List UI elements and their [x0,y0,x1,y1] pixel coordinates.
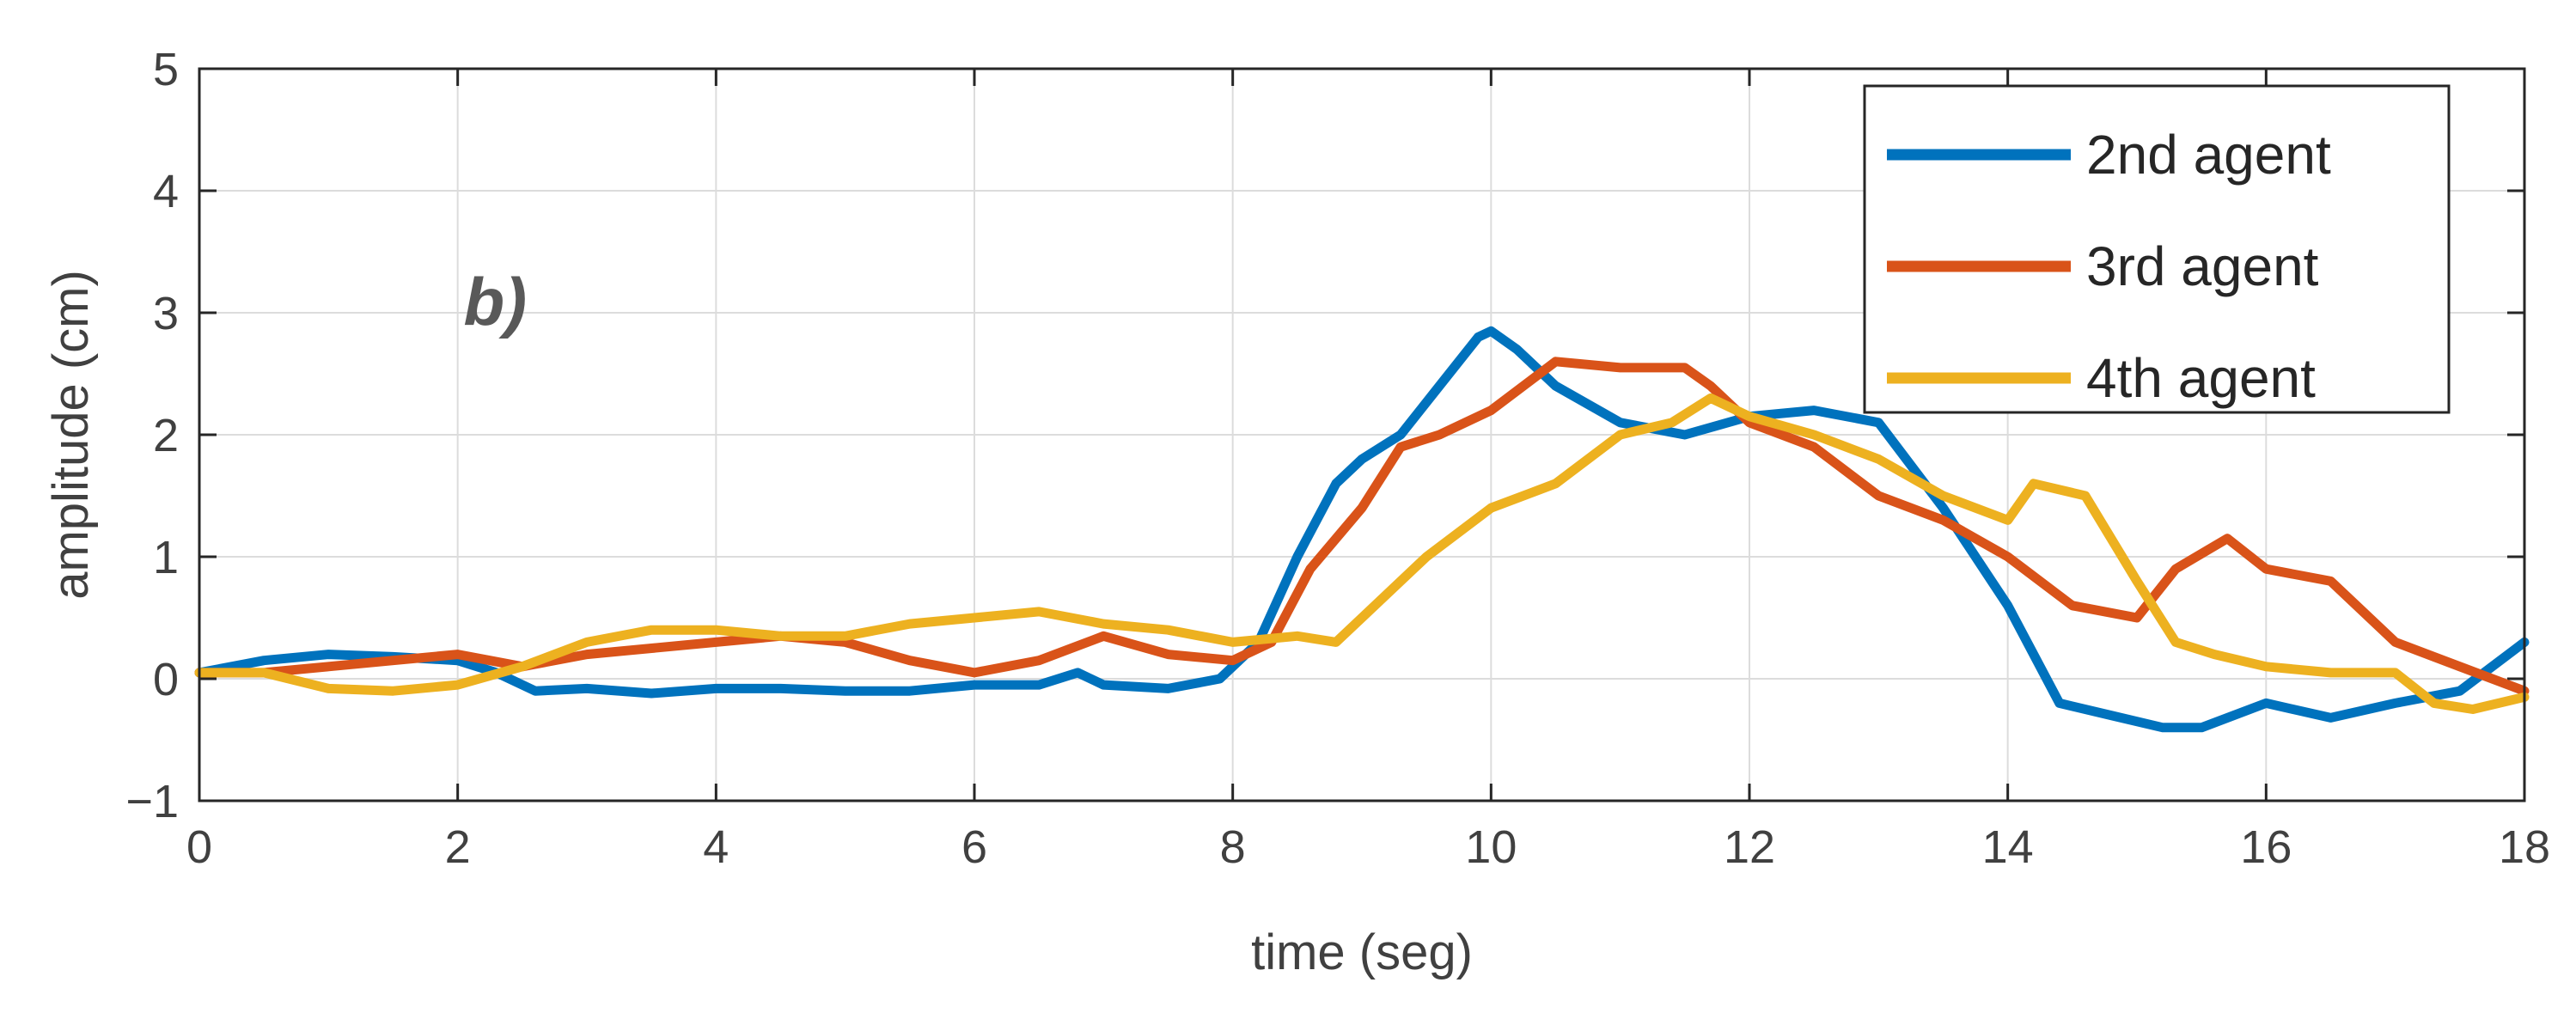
y-tick-label: 5 [153,44,179,95]
x-tick-label: 6 [961,821,987,873]
series-group [194,326,2530,733]
y-tick-label: 1 [153,532,179,583]
y-tick-label: 3 [153,288,179,339]
x-tick-label: 16 [2240,821,2292,873]
legend-label: 3rd agent [2086,235,2319,297]
x-tick-label: 8 [1220,821,1246,873]
x-tick-label: 4 [703,821,729,873]
legend-label: 2nd agent [2086,124,2331,186]
x-tick-label: 0 [186,821,212,873]
y-tick-label: 4 [153,166,179,217]
series-line-4 [194,393,2530,714]
x-tick-label: 2 [445,821,471,873]
y-tick-label: 0 [153,654,179,705]
panel-annotation: b) [464,264,528,339]
legend: 2nd agent 3rd agent 4th agent [1863,84,2451,414]
y-tick-label: −1 [125,776,179,827]
x-tick-label: 14 [1982,821,2034,873]
legend-label: 4th agent [2086,347,2316,409]
x-tick-label: 10 [1465,821,1517,873]
series-line-2 [194,326,2530,733]
y-axis-label: amplitude (cm) [43,270,99,600]
x-tick-label: 18 [2499,821,2550,873]
plot-frame [198,67,2526,802]
x-tick-label: 12 [1724,821,1775,873]
legend-box [1863,84,2451,414]
x-axis-label: time (seg) [1251,925,1473,980]
y-tick-label: 2 [153,410,179,461]
